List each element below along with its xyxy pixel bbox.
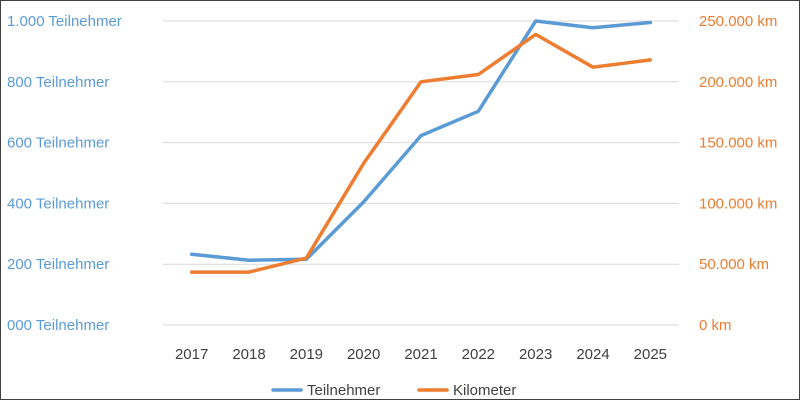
x-tick-label: 2017 <box>175 346 208 363</box>
series-line-kilometer <box>189 32 653 274</box>
legend-label-kilometer: Kilometer <box>453 382 516 399</box>
x-tick-label: 2019 <box>290 346 323 363</box>
left-axis-ticks: 000 Teilnehmer 200 Teilnehmer 400 Teilnehm… <box>7 13 122 334</box>
right-tick-label: 0 km <box>699 317 732 334</box>
series-line-teilnehmer <box>189 19 653 262</box>
series-lines <box>189 19 653 274</box>
right-tick-label: 100.000 km <box>699 195 777 212</box>
x-tick-label: 2025 <box>634 346 667 363</box>
legend-label-teilnehmer: Teilnehmer <box>307 382 380 399</box>
x-tick-label: 2023 <box>519 346 552 363</box>
right-tick-label: 150.000 km <box>699 135 777 152</box>
x-tick-label: 2022 <box>462 346 495 363</box>
x-tick-label: 2018 <box>232 346 265 363</box>
left-tick-label: 600 Teilnehmer <box>7 135 109 152</box>
right-tick-label: 200.000 km <box>699 74 777 91</box>
x-tick-label: 2024 <box>576 346 609 363</box>
x-tick-label: 2021 <box>404 346 437 363</box>
left-tick-label: 400 Teilnehmer <box>7 195 109 212</box>
x-tick-label: 2020 <box>347 346 380 363</box>
left-tick-label: 200 Teilnehmer <box>7 256 109 273</box>
left-tick-label: 000 Teilnehmer <box>7 317 109 334</box>
right-axis-ticks: 0 km 50.000 km 100.000 km 150.000 km 200.000… <box>699 13 777 334</box>
right-tick-label: 250.000 km <box>699 13 777 30</box>
right-tick-label: 50.000 km <box>699 256 769 273</box>
left-tick-label: 1.000 Teilnehmer <box>7 13 122 30</box>
legend: Teilnehmer Kilometer <box>271 382 516 399</box>
left-tick-label: 800 Teilnehmer <box>7 74 109 91</box>
x-axis-ticks: 2017 2018 2019 2020 2021 2022 2023 2024 2025 <box>175 346 667 363</box>
